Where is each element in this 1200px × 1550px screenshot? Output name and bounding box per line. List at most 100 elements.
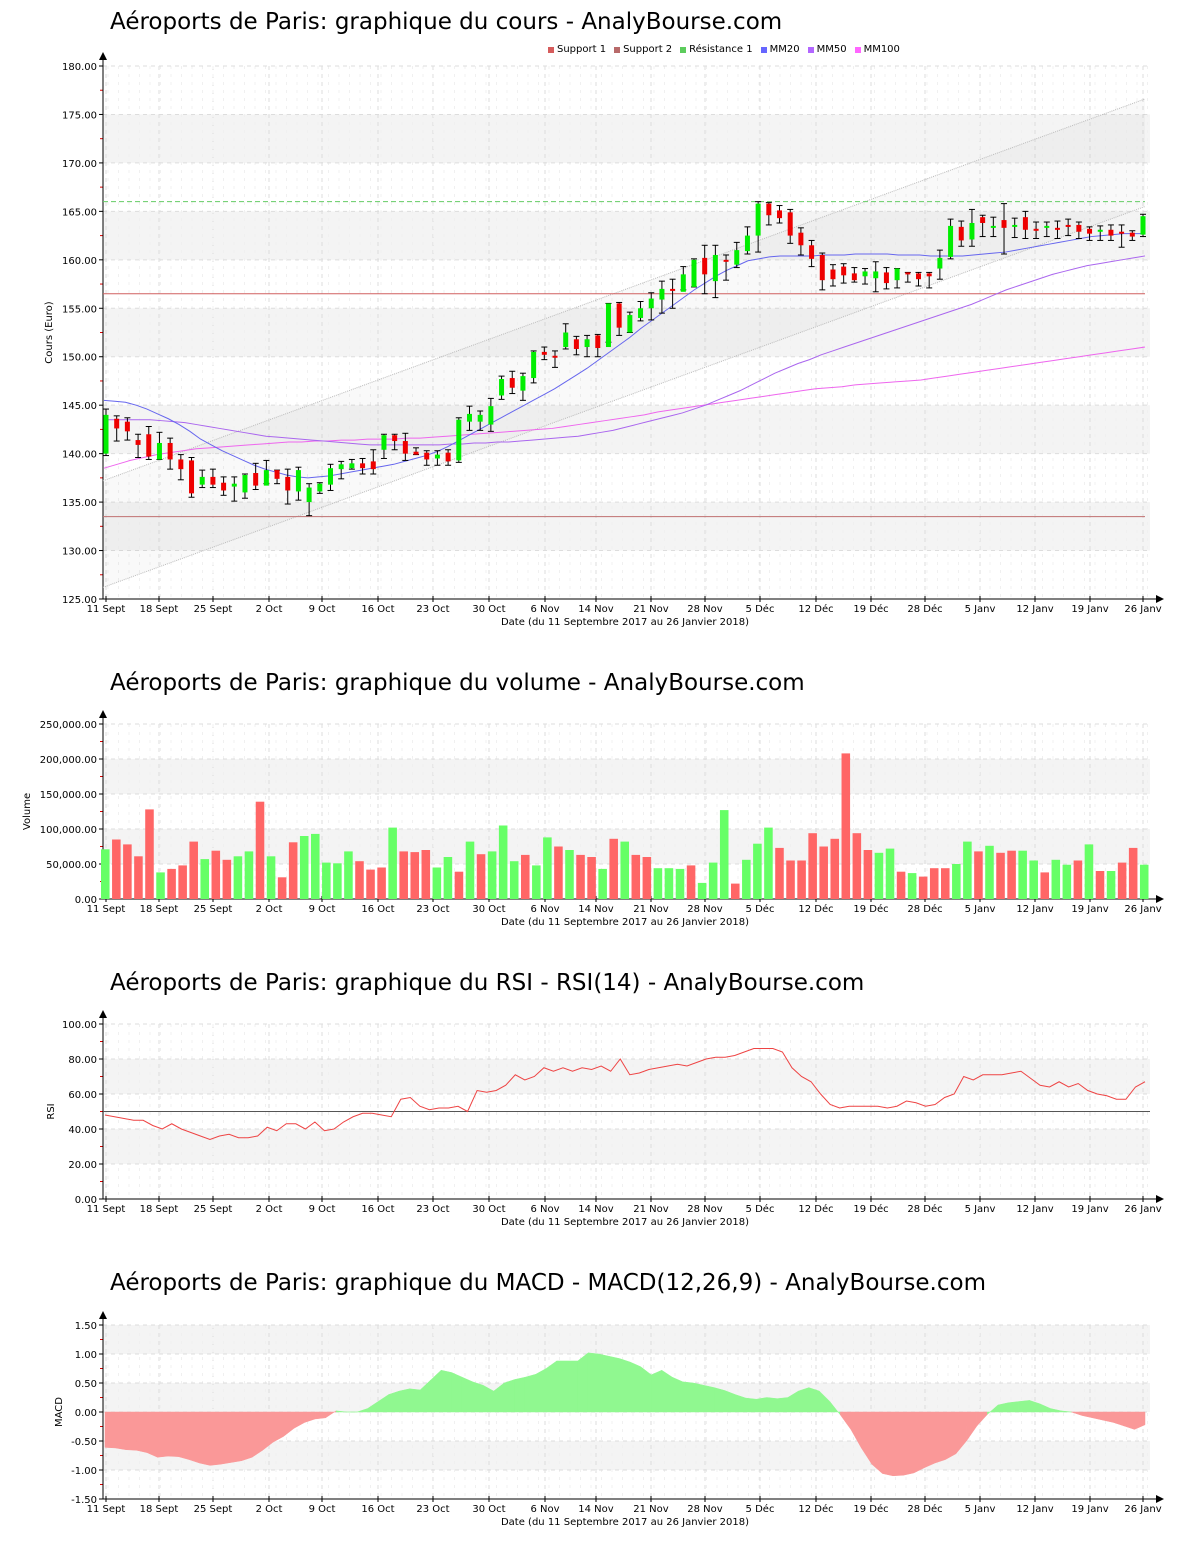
svg-text:28 Déc: 28 Déc (907, 1503, 942, 1515)
svg-text:9 Oct: 9 Oct (309, 904, 336, 915)
price-legend: Support 1 Support 2 Résistance 1 MM20 MM50 MM… (548, 44, 900, 55)
macd-chart-title: Aéroports de Paris: graphique du MACD - … (110, 1270, 986, 1296)
svg-text:28 Déc: 28 Déc (907, 603, 942, 615)
svg-text:9 Oct: 9 Oct (309, 604, 336, 615)
price-chart: 125.00 130.00 135.00 140.00 145.00 150.00 155.… (44, 52, 1164, 628)
svg-text:6 Nov: 6 Nov (530, 604, 559, 615)
legend-swatch-icon (807, 46, 814, 53)
legend-item: MM100 (854, 44, 900, 55)
legend-label: MM100 (863, 44, 900, 55)
svg-text:14 Nov: 14 Nov (578, 1204, 614, 1215)
svg-text:145.00: 145.00 (62, 401, 97, 412)
legend-swatch-icon (614, 46, 621, 53)
svg-text:19 Déc: 19 Déc (853, 1203, 888, 1215)
svg-text:28 Déc: 28 Déc (907, 903, 942, 915)
svg-text:0.00: 0.00 (75, 1195, 97, 1206)
svg-text:-1.50: -1.50 (71, 1495, 97, 1506)
svg-text:26 Janv: 26 Janv (1124, 1204, 1161, 1215)
rsi-chart: 0.00 20.00 40.00 60.00 80.00 100.00 11 Sept 18 … (46, 1010, 1164, 1228)
svg-text:155.00: 155.00 (62, 304, 97, 315)
svg-text:25 Sept: 25 Sept (194, 604, 233, 615)
svg-text:2 Oct: 2 Oct (256, 904, 283, 915)
svg-text:5 Déc: 5 Déc (746, 903, 775, 915)
svg-text:5 Janv: 5 Janv (965, 604, 996, 615)
svg-text:12 Déc: 12 Déc (798, 603, 833, 615)
svg-text:19 Déc: 19 Déc (853, 903, 888, 915)
svg-text:5 Déc: 5 Déc (746, 1203, 775, 1215)
legend-swatch-icon (680, 46, 687, 53)
svg-text:12 Janv: 12 Janv (1016, 604, 1053, 615)
svg-text:6 Nov: 6 Nov (530, 904, 559, 915)
svg-text:RSI: RSI (46, 1103, 57, 1119)
svg-text:125.00: 125.00 (62, 595, 97, 606)
svg-text:21 Nov: 21 Nov (633, 604, 669, 615)
svg-text:26 Janv: 26 Janv (1124, 904, 1161, 915)
svg-text:25 Sept: 25 Sept (194, 1204, 233, 1215)
svg-text:9 Oct: 9 Oct (309, 1204, 336, 1215)
svg-text:2 Oct: 2 Oct (256, 604, 283, 615)
svg-text:23 Oct: 23 Oct (416, 604, 449, 615)
svg-text:130.00: 130.00 (62, 547, 97, 558)
legend-swatch-icon (760, 46, 767, 53)
svg-text:9 Oct: 9 Oct (309, 1504, 336, 1515)
legend-swatch-icon (854, 46, 861, 53)
svg-text:16 Oct: 16 Oct (361, 904, 394, 915)
svg-text:6 Nov: 6 Nov (530, 1204, 559, 1215)
svg-text:165.00: 165.00 (62, 207, 97, 218)
rsi-chart-title: Aéroports de Paris: graphique du RSI - R… (110, 970, 865, 996)
svg-text:19 Janv: 19 Janv (1071, 1504, 1108, 1515)
svg-text:14 Nov: 14 Nov (578, 604, 614, 615)
svg-text:26 Janv: 26 Janv (1124, 604, 1161, 615)
svg-text:-1.00: -1.00 (71, 1466, 97, 1477)
svg-text:12 Déc: 12 Déc (798, 903, 833, 915)
svg-text:250,000.00: 250,000.00 (40, 720, 97, 731)
legend-item: MM50 (807, 44, 847, 55)
svg-text:25 Sept: 25 Sept (194, 1504, 233, 1515)
svg-text:28 Déc: 28 Déc (907, 1203, 942, 1215)
svg-text:5 Déc: 5 Déc (746, 603, 775, 615)
svg-text:12 Janv: 12 Janv (1016, 1204, 1053, 1215)
svg-text:Date (du 11 Septembre 2017 au: Date (du 11 Septembre 2017 au 26 Janvier… (501, 1517, 749, 1528)
svg-text:30 Oct: 30 Oct (472, 604, 505, 615)
svg-text:11 Sept: 11 Sept (87, 1204, 126, 1215)
svg-text:2 Oct: 2 Oct (256, 1204, 283, 1215)
svg-text:0.50: 0.50 (75, 1379, 97, 1390)
svg-text:19 Janv: 19 Janv (1071, 904, 1108, 915)
svg-text:16 Oct: 16 Oct (361, 1204, 394, 1215)
svg-text:5 Janv: 5 Janv (965, 904, 996, 915)
legend-label: Résistance 1 (689, 44, 753, 55)
svg-text:Date (du 11 Septembre 2017 au: Date (du 11 Septembre 2017 au 26 Janvier… (501, 617, 749, 628)
svg-text:140.00: 140.00 (62, 450, 97, 461)
legend-label: MM20 (769, 44, 800, 55)
svg-text:18 Sept: 18 Sept (140, 604, 179, 615)
svg-text:-0.50: -0.50 (71, 1437, 97, 1448)
svg-text:80.00: 80.00 (68, 1055, 97, 1066)
svg-text:30 Oct: 30 Oct (472, 1504, 505, 1515)
svg-text:Date (du 11 Septembre 2017 au: Date (du 11 Septembre 2017 au 26 Janvier… (501, 1217, 749, 1228)
svg-text:12 Déc: 12 Déc (798, 1203, 833, 1215)
svg-text:180.00: 180.00 (62, 62, 97, 73)
svg-text:2 Oct: 2 Oct (256, 1504, 283, 1515)
svg-text:60.00: 60.00 (68, 1090, 97, 1101)
svg-text:30 Oct: 30 Oct (472, 904, 505, 915)
svg-text:28 Nov: 28 Nov (687, 904, 723, 915)
svg-text:Date (du 11 Septembre 2017 au: Date (du 11 Septembre 2017 au 26 Janvier… (501, 917, 749, 928)
svg-text:11 Sept: 11 Sept (87, 904, 126, 915)
svg-text:21 Nov: 21 Nov (633, 1204, 669, 1215)
svg-text:0.00: 0.00 (75, 1408, 97, 1419)
svg-text:26 Janv: 26 Janv (1124, 1504, 1161, 1515)
svg-text:5 Janv: 5 Janv (965, 1204, 996, 1215)
svg-text:5 Déc: 5 Déc (746, 1503, 775, 1515)
volume-chart: 0.00 50,000.00 100,000.00 150,000.00 200,000… (22, 710, 1164, 928)
svg-text:28 Nov: 28 Nov (687, 604, 723, 615)
svg-text:150.00: 150.00 (62, 353, 97, 364)
price-chart-title: Aéroports de Paris: graphique du cours -… (110, 9, 783, 35)
svg-text:11 Sept: 11 Sept (87, 604, 126, 615)
svg-text:150,000.00: 150,000.00 (40, 790, 97, 801)
svg-text:12 Déc: 12 Déc (798, 1503, 833, 1515)
svg-text:170.00: 170.00 (62, 159, 97, 170)
svg-text:16 Oct: 16 Oct (361, 1504, 394, 1515)
svg-text:21 Nov: 21 Nov (633, 904, 669, 915)
svg-text:25 Sept: 25 Sept (194, 904, 233, 915)
volume-chart-title: Aéroports de Paris: graphique du volume … (110, 670, 805, 696)
